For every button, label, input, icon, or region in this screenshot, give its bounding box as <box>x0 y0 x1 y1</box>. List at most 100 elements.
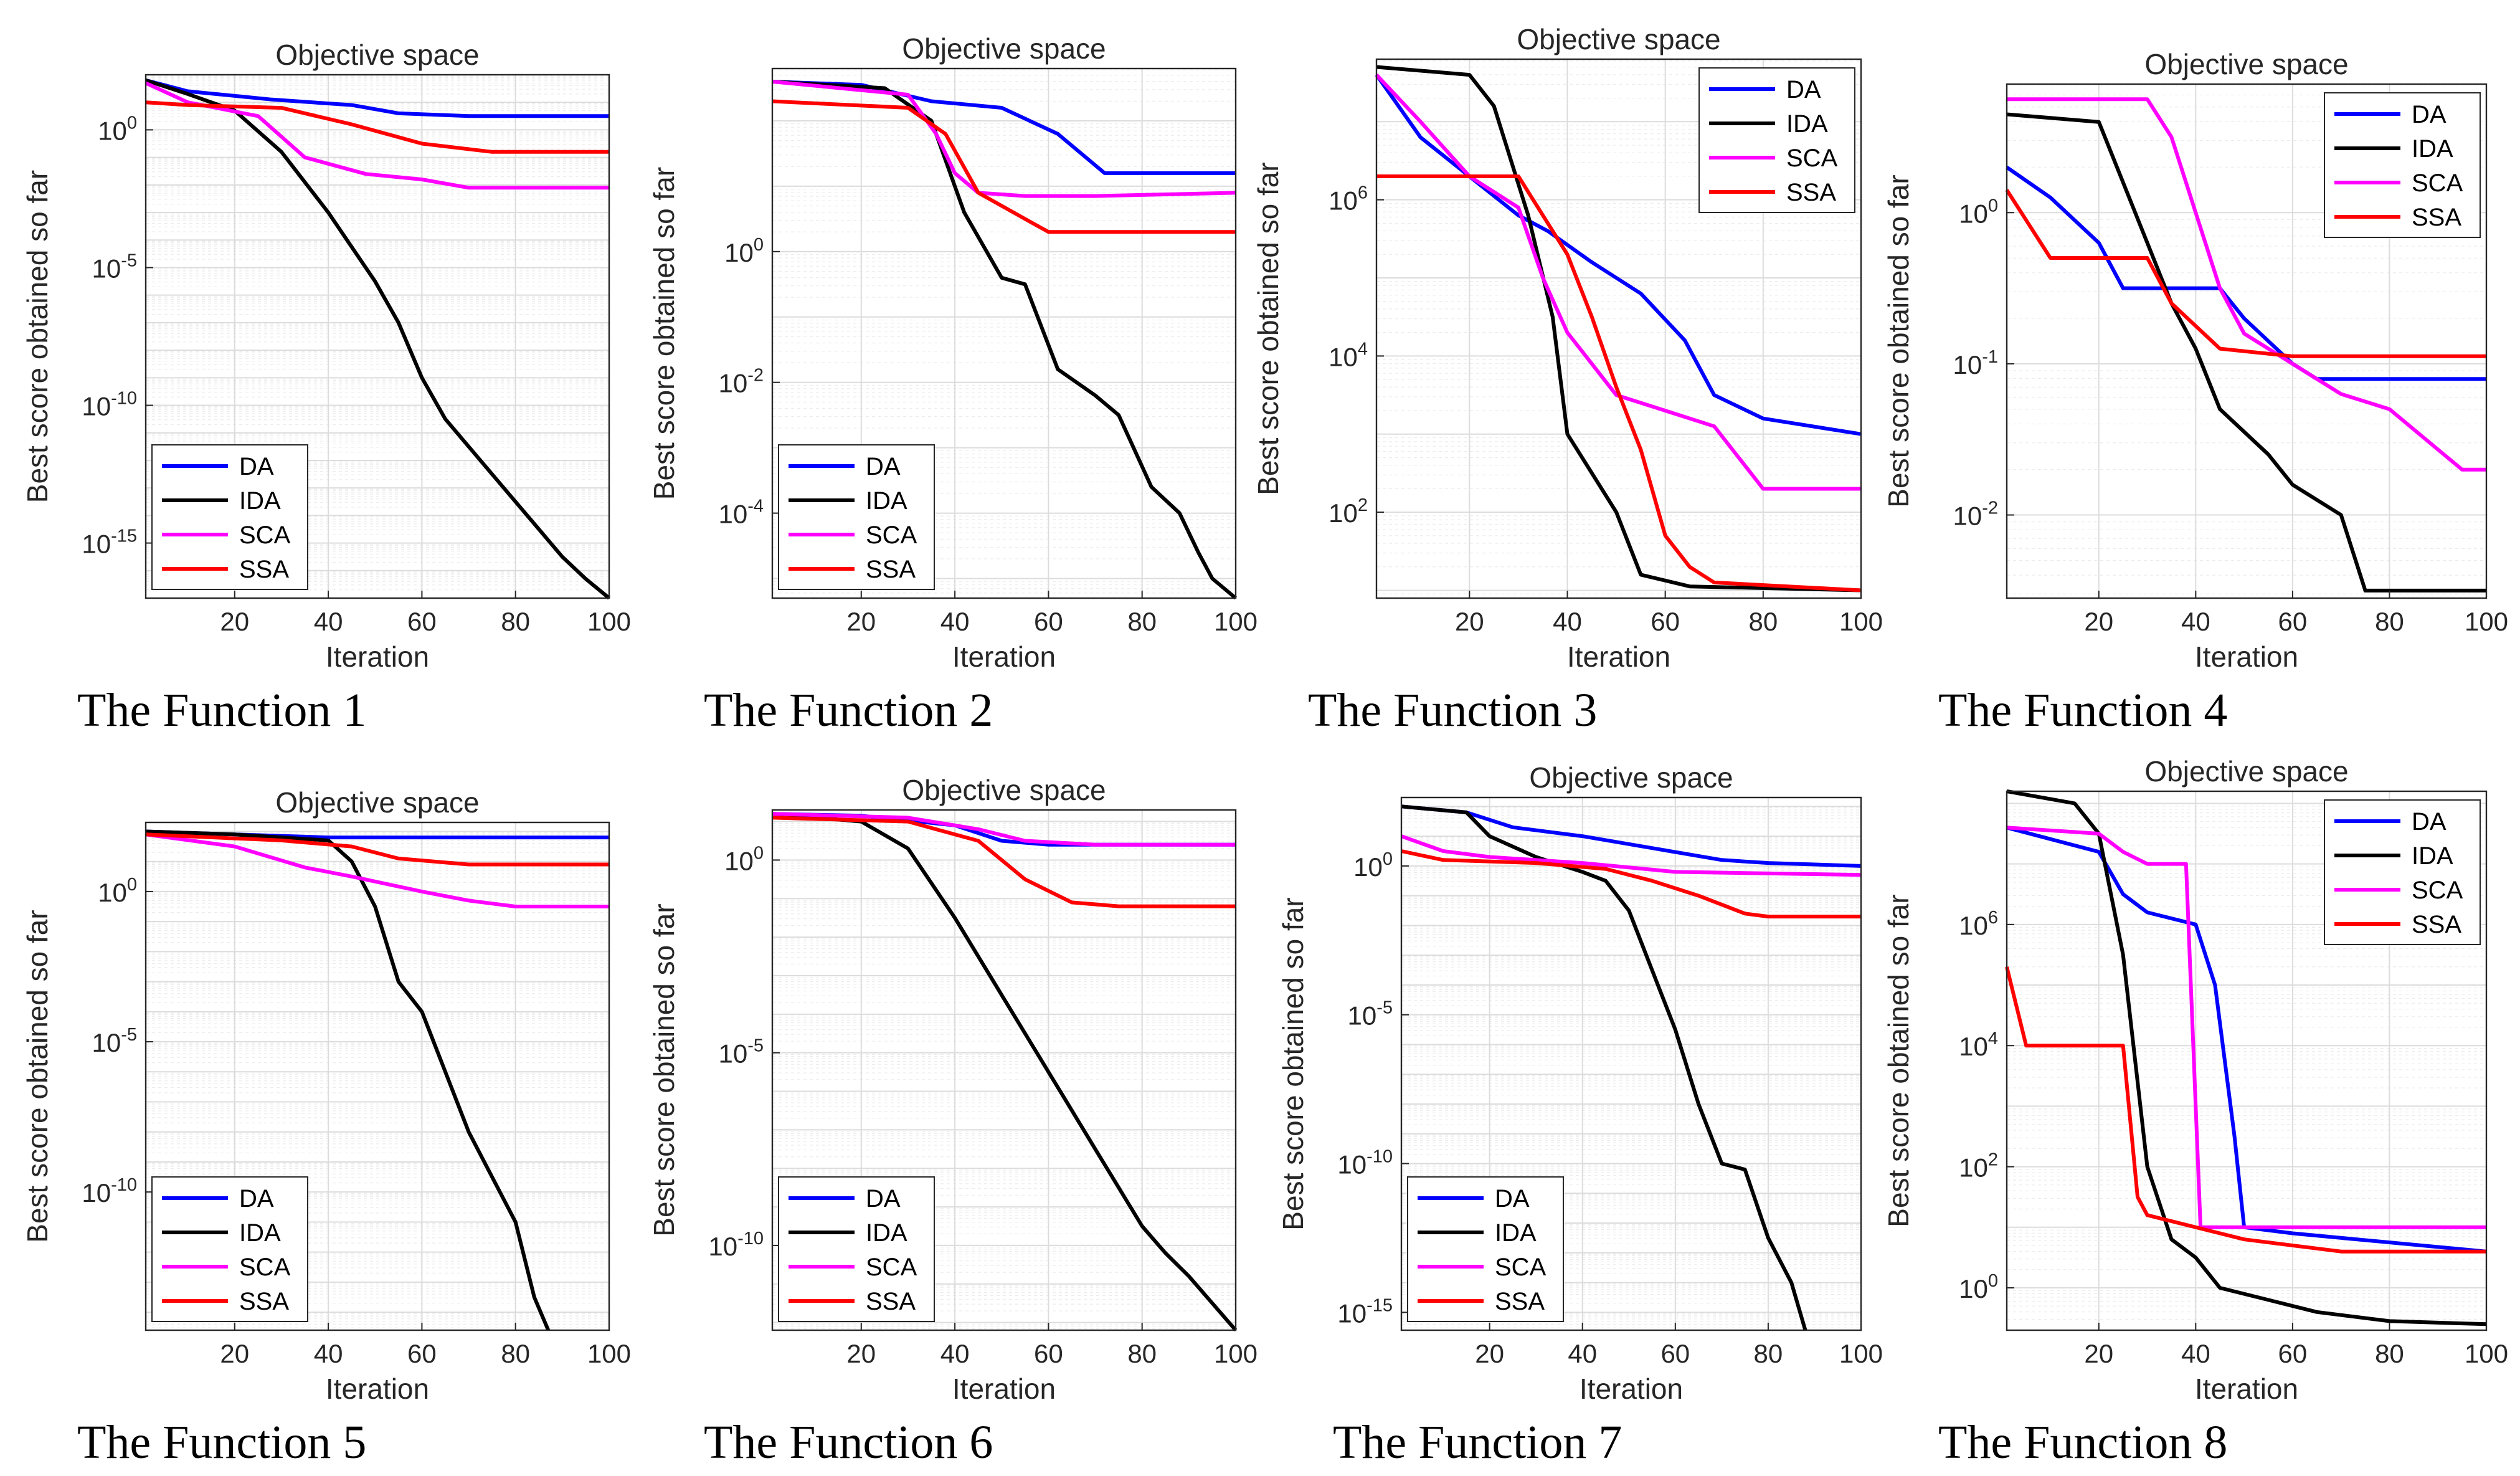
legend-label-ida: IDA <box>1495 1219 1537 1247</box>
x-tick-label: 60 <box>1034 607 1063 636</box>
x-tick-label: 80 <box>2375 607 2404 636</box>
chart-panel-1: 20 40 60 80 100 100 10-5 10-10 10-15 Objective sp… <box>21 39 631 736</box>
series-line-ida <box>145 78 610 600</box>
y-tick-label: 106 <box>1329 183 1368 216</box>
chart-panel-7: 20 40 60 80 100 100 10-5 10-10 10-15 Objective sp… <box>1277 761 1883 1469</box>
y-axis-label: Best score obtained so far <box>21 170 54 503</box>
x-tick-label: 80 <box>1754 1339 1783 1368</box>
y-tick-label: 10-15 <box>82 526 137 559</box>
chart-title: Objective space <box>275 39 479 71</box>
x-tick-label: 40 <box>940 607 970 636</box>
series-line-ssa <box>1376 174 1862 593</box>
chart-title: Objective space <box>902 32 1106 65</box>
y-tick-label: 10-2 <box>718 366 764 398</box>
legend-label-sca: SCA <box>2412 877 2463 904</box>
legend-label-ida: IDA <box>239 487 281 515</box>
x-tick-label: 40 <box>314 1339 343 1368</box>
series-line-da <box>2006 826 2487 1254</box>
x-tick-label: 20 <box>846 607 876 636</box>
series-line-sca <box>1400 834 1862 877</box>
y-tick-label: 100 <box>1353 849 1393 882</box>
panel-caption: The Function 5 <box>77 1416 366 1469</box>
x-tick-label: 100 <box>1214 1339 1258 1368</box>
series-line-sca <box>772 80 1236 198</box>
x-axis-label: Iteration <box>326 640 429 673</box>
plot-frame <box>1375 58 1862 599</box>
y-tick-label: 102 <box>1959 1150 1998 1183</box>
legend-label-da: DA <box>2412 101 2447 128</box>
x-tick-label: 60 <box>1034 1339 1063 1368</box>
y-tick-label: 100 <box>1959 1271 1998 1303</box>
series-line-da <box>1375 74 1862 436</box>
x-axis-label: Iteration <box>952 1373 1056 1405</box>
x-axis-label: Iteration <box>2195 1373 2298 1405</box>
y-tick-label: 10-10 <box>82 389 137 421</box>
x-tick-label: 60 <box>1651 607 1680 636</box>
y-axis-label: Best score obtained so far <box>1277 897 1309 1230</box>
y-tick-label: 10-2 <box>1953 498 1998 531</box>
x-tick-label: 20 <box>1475 1339 1504 1368</box>
x-tick-label: 40 <box>940 1339 970 1368</box>
plot-frame <box>144 821 610 1331</box>
y-axis-label: Best score obtained so far <box>1882 894 1915 1227</box>
x-tick-label: 20 <box>2084 607 2113 636</box>
plot-frame <box>2006 83 2488 599</box>
y-tick-label: 10-1 <box>1953 347 1998 379</box>
chart-title: Objective space <box>275 786 479 819</box>
x-tick-label: 20 <box>846 1339 876 1368</box>
x-tick-label: 60 <box>1660 1339 1690 1368</box>
legend-label-sca: SCA <box>866 1254 917 1281</box>
y-tick-label: 104 <box>1959 1029 1998 1061</box>
x-tick-label: 100 <box>1839 607 1883 636</box>
legend-label-da: DA <box>1495 1185 1530 1212</box>
chart-title: Objective space <box>902 774 1106 806</box>
legend-box <box>1698 67 1855 213</box>
series-line-ida <box>145 829 551 1331</box>
legend-box <box>778 1176 935 1322</box>
x-tick-label: 40 <box>1568 1339 1597 1368</box>
y-axis-label: Best score obtained so far <box>648 167 680 500</box>
legend-box <box>778 444 935 590</box>
legend-label-sca: SCA <box>2412 169 2463 197</box>
x-tick-label: 80 <box>1748 607 1778 636</box>
plot-frame <box>144 74 610 599</box>
legend: DA IDA SCA SSA <box>778 444 935 590</box>
panel-caption: The Function 7 <box>1333 1416 1622 1469</box>
legend-box <box>1407 1176 1564 1322</box>
legend-label-ida: IDA <box>866 487 907 515</box>
legend-box <box>2324 92 2481 238</box>
series-line-ssa <box>1401 849 1861 919</box>
legend-label-ida: IDA <box>2412 842 2453 870</box>
y-tick-label: 10-10 <box>708 1229 764 1261</box>
legend-label-ida: IDA <box>866 1219 907 1247</box>
legend-label-ida: IDA <box>1786 110 1828 138</box>
series-line-sca <box>2006 826 2486 1229</box>
x-tick-label: 100 <box>1214 607 1258 636</box>
series-line-ssa <box>772 99 1236 234</box>
legend-label-ssa: SSA <box>866 1288 916 1315</box>
y-tick-label: 100 <box>1959 196 1998 228</box>
x-tick-label: 80 <box>501 1339 530 1368</box>
legend-label-ssa: SSA <box>239 556 289 583</box>
legend-label-ssa: SSA <box>866 556 916 583</box>
x-tick-label: 40 <box>2181 607 2210 636</box>
legend-label-da: DA <box>866 1185 901 1212</box>
legend-box <box>151 1176 308 1322</box>
legend-label-sca: SCA <box>239 521 291 549</box>
y-tick-label: 102 <box>1329 495 1368 528</box>
legend: DA IDA SCA SSA <box>2324 799 2481 945</box>
series-line-ida <box>1401 804 1807 1331</box>
series-line-ssa <box>145 100 609 154</box>
series-line-sca <box>145 832 609 908</box>
x-tick-label: 40 <box>314 607 343 636</box>
series-line-ida <box>2006 789 2487 1326</box>
x-tick-label: 100 <box>2465 1339 2508 1368</box>
x-tick-label: 20 <box>220 607 249 636</box>
x-axis-label: Iteration <box>1580 1373 1683 1405</box>
legend-label-sca: SCA <box>1786 145 1838 172</box>
legend-label-ssa: SSA <box>2412 204 2461 231</box>
y-tick-label: 100 <box>98 113 137 145</box>
chart-panel-4: 20 40 60 80 100 100 10-1 10-2 Objective space Ite… <box>1882 48 2508 736</box>
panel-caption: The Function 1 <box>77 684 366 736</box>
